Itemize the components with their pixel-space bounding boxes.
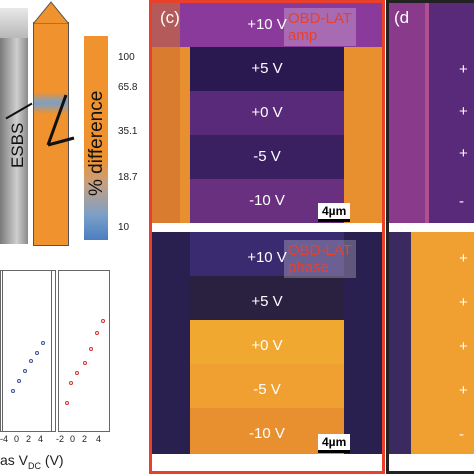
panel-d-mark: + (459, 61, 468, 78)
colorbar-tick: 65.8 (118, 82, 138, 93)
colorbar-tick: 10 (118, 222, 130, 233)
voltage-label: +5 V (251, 293, 283, 310)
probe-tip-blue-band (34, 92, 68, 114)
colorbar-tick: 35.1 (118, 126, 138, 137)
sem-tip-image (0, 8, 28, 244)
panel-d-mark: - (459, 193, 464, 210)
mini-plot-2 (2, 270, 52, 432)
x-tick: 2 (82, 434, 88, 444)
voltage-label: +10 V (247, 249, 287, 266)
panel-d-amp-map: + + + -5 - (389, 3, 474, 223)
scale-bar: 4µm (318, 203, 351, 222)
voltage-label: +5 V (251, 60, 283, 77)
colorbar (84, 36, 108, 240)
x-tick: 4 (38, 434, 44, 444)
x-tick: 0 (14, 434, 20, 444)
panel-d-phase-map: + + + + - (389, 232, 474, 454)
amp-tag: OBD-LAT amp (284, 8, 356, 46)
sem-tip-top (0, 8, 28, 38)
panel-d-mark: + (459, 338, 468, 355)
voltage-label: -10 V (249, 425, 285, 442)
panel-d-letter: (d (394, 8, 410, 27)
x-tick: 2 (26, 434, 32, 444)
panel-d-mark: + (459, 145, 468, 162)
mini-plot-3 (58, 270, 110, 432)
voltage-label: -5 V (253, 381, 281, 398)
voltage-label: -10 V (249, 192, 285, 209)
probe-tip-point (33, 1, 69, 24)
colorbar-tick: 18.7 (118, 172, 138, 183)
panel-d-mark: + (459, 294, 468, 311)
x-tick: 0 (70, 434, 76, 444)
esbs-label: ESBS (8, 122, 27, 168)
panel-d-mark: + (459, 382, 468, 399)
colorbar-title: % difference (86, 90, 107, 196)
x-tick: -2 (56, 434, 65, 444)
phase-map: +10 V +5 V +0 V -5 V -10 V (152, 232, 382, 454)
voltage-label: -5 V (253, 148, 281, 165)
esbs-arrow (46, 94, 75, 147)
x-axis-label: as VDC (V) (0, 452, 64, 471)
colorbar-tick: 100 (118, 52, 135, 63)
panel-d-mark: - (459, 426, 464, 443)
voltage-label: +0 V (251, 337, 283, 354)
scale-bar: 4µm (318, 434, 351, 453)
phase-tag: OBD-LAT phase (284, 240, 356, 278)
panel-c-letter: (c) (160, 8, 180, 27)
voltage-label: +0 V (251, 104, 283, 121)
amp-map: +10 V +5 V +0 V -5 V -10 V (152, 3, 382, 223)
x-tick: 4 (96, 434, 102, 444)
panel-d-mark: + (459, 250, 468, 267)
voltage-label: +10 V (247, 16, 287, 33)
panel-d-mark: + (459, 103, 468, 120)
x-tick: -4 (0, 434, 9, 444)
